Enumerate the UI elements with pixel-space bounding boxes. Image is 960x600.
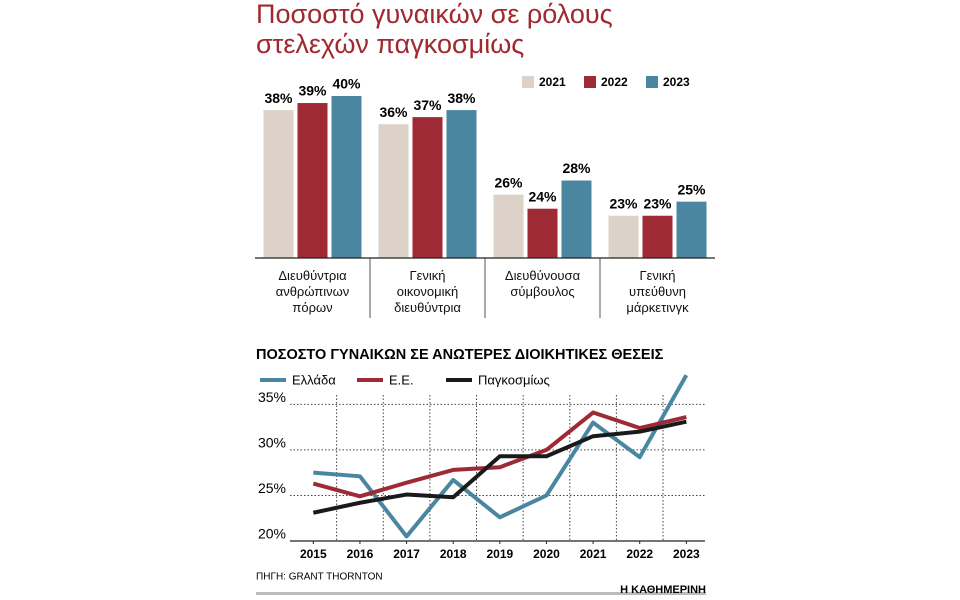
bar: [493, 194, 524, 258]
x-tick-label: 2021: [580, 547, 607, 561]
value-label: 24%: [528, 188, 557, 204]
category-label: Γενική υπεύθυνη μάρκετινγκ: [626, 268, 689, 315]
title: Ποσοστό γυναικών σε ρόλους στελεχών παγκο…: [256, 0, 613, 59]
value-label: 25%: [677, 181, 706, 197]
source: ΠΗΓΗ: GRANT THORNTON: [256, 572, 383, 583]
subtitle: ΠΟΣΟΣΤΟ ΓΥΝΑΙΚΩΝ ΣΕ ΑΝΩΤΕΡΕΣ ΔΙΟΙΚΗΤΙΚΕΣ…: [256, 347, 664, 363]
x-tick-label: 2015: [300, 547, 327, 561]
legend-swatch: [646, 76, 658, 88]
legend-swatch: [584, 76, 596, 88]
legend-label: Ε.Ε.: [389, 372, 414, 387]
bar: [527, 208, 558, 258]
legend-label: 2023: [663, 75, 690, 89]
footer-bar: [256, 592, 706, 595]
value-label: 38%: [264, 90, 293, 106]
x-tick-label: 2022: [626, 547, 653, 561]
x-tick-label: 2018: [440, 547, 467, 561]
publisher: Η ΚΑΘΗΜΕΡΙΝΗ: [620, 584, 706, 596]
x-tick-label: 2016: [347, 547, 374, 561]
value-label: 37%: [413, 97, 442, 113]
y-tick-label: 30%: [258, 435, 286, 451]
value-label: 39%: [298, 83, 327, 99]
y-tick-label: 35%: [258, 389, 286, 405]
bar: [331, 96, 362, 258]
category-label: Διευθύντρια ανθρώπινων πόρων: [275, 268, 350, 315]
value-label: 40%: [332, 76, 361, 92]
category-label: Διευθύνουσα σύμβουλος: [504, 268, 581, 299]
value-label: 38%: [447, 90, 476, 106]
legend-swatch: [522, 76, 534, 88]
bar: [263, 110, 294, 258]
x-tick-label: 2019: [486, 547, 513, 561]
x-tick-label: 2020: [533, 547, 560, 561]
value-label: 28%: [562, 160, 591, 176]
bar: [676, 201, 707, 258]
line: [312, 410, 687, 499]
legend-label: Παγκοσμίως: [478, 372, 550, 387]
y-tick-label: 25%: [258, 480, 286, 496]
bar: [378, 124, 409, 258]
legend-label: 2021: [539, 75, 566, 89]
bar: [561, 180, 592, 258]
x-tick-label: 2023: [673, 547, 700, 561]
bar: [297, 103, 328, 258]
value-label: 23%: [609, 195, 638, 211]
bar: [412, 117, 443, 258]
value-label: 23%: [643, 195, 672, 211]
category-label: Γενική οικονομική διευθύντρια: [394, 268, 461, 315]
x-tick-label: 2017: [393, 547, 420, 561]
line: [313, 374, 689, 539]
bar: [446, 110, 477, 258]
legend-label: 2022: [601, 75, 628, 89]
legend-label: Ελλάδα: [292, 372, 336, 387]
y-tick-label: 20%: [258, 526, 286, 542]
bar: [608, 215, 639, 258]
value-label: 36%: [379, 104, 408, 120]
line: [312, 419, 687, 515]
value-label: 26%: [494, 174, 523, 190]
bar: [642, 215, 673, 258]
